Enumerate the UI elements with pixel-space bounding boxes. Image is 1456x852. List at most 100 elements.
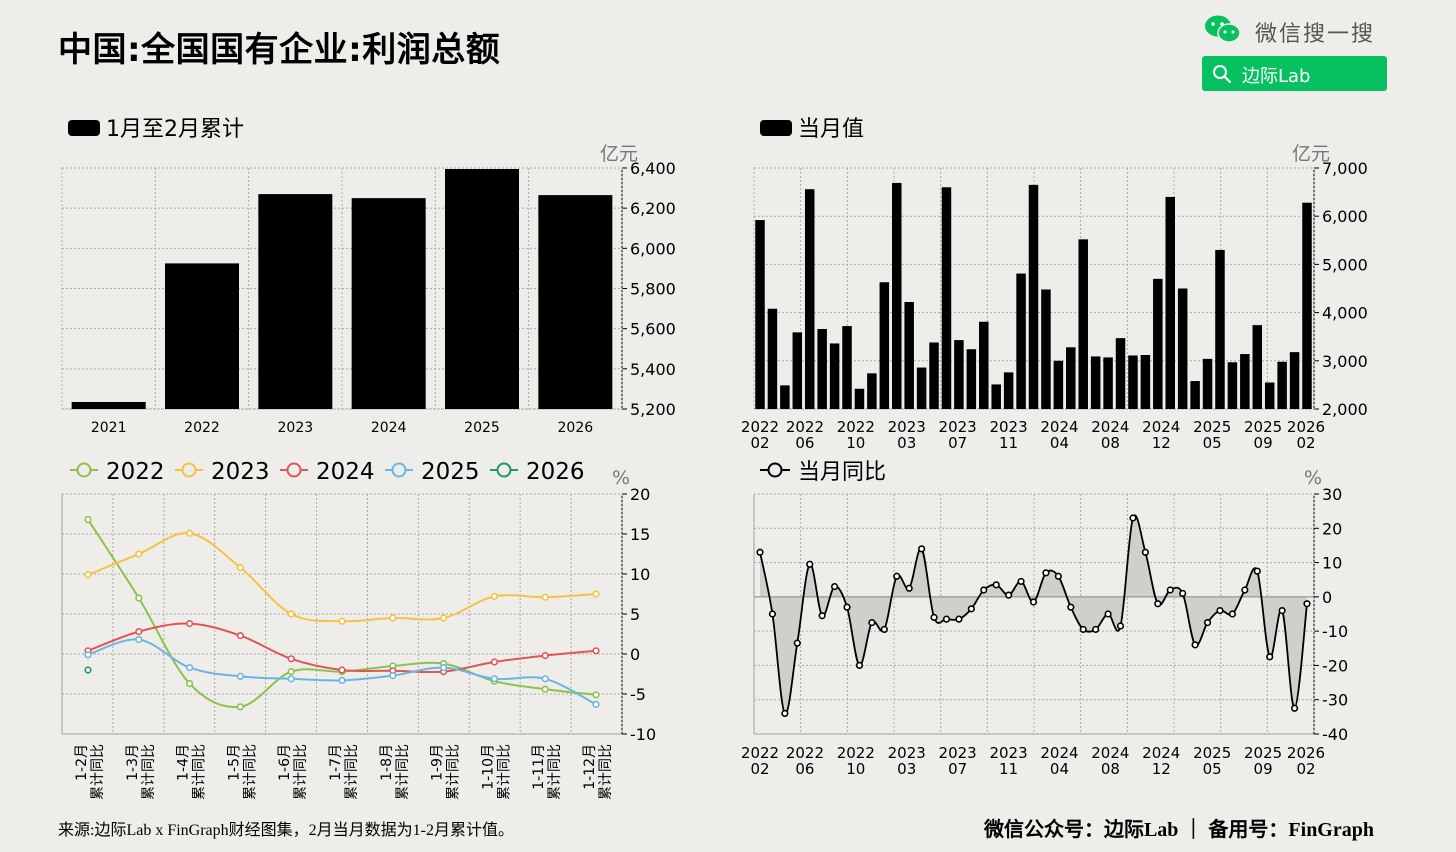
x-tick-label: 02 (750, 760, 769, 778)
y-tick-label: 20 (630, 485, 650, 504)
chart2-legend: 当月值 (760, 117, 864, 142)
legend-label: 当月值 (798, 117, 864, 142)
x-tick-label: 03 (897, 760, 916, 778)
data-point (541, 651, 549, 660)
bar (767, 308, 778, 409)
y-tick-label: -20 (1322, 656, 1348, 675)
legend-swatch (760, 120, 792, 136)
search-button[interactable]: 边际Lab (1202, 56, 1387, 91)
bar (1264, 382, 1275, 409)
wechat-search-label: 微信搜一搜 (1255, 22, 1376, 47)
x-tick-label: 1-12月 (582, 744, 598, 790)
data-point (1191, 641, 1199, 649)
x-tick-label: 09 (1254, 760, 1273, 778)
x-tick-label: 07 (948, 434, 967, 452)
x-tick-label: 2026 (1287, 744, 1325, 762)
x-tick-label: 2022 (786, 744, 824, 762)
data-point (135, 550, 143, 558)
area-fill (760, 515, 1307, 714)
data-point (287, 655, 295, 663)
y-tick-label: 5,600 (630, 320, 676, 339)
data-point (186, 663, 194, 672)
bar (842, 326, 852, 409)
x-tick-label: 2023 (939, 418, 977, 436)
x-tick-label: 10 (846, 434, 865, 452)
legend-marker (496, 462, 512, 478)
x-tick-label: 2024 (1091, 418, 1129, 436)
bar (1302, 202, 1312, 409)
data-point (1166, 586, 1174, 594)
y-tick-label: -10 (1322, 622, 1348, 641)
y-tick-label: 6,200 (630, 199, 676, 218)
data-point (389, 671, 397, 680)
bar (1289, 352, 1300, 409)
x-tick-label-group: 1-11月 累计同比 (531, 744, 563, 800)
x-tick-label: 2025 (1244, 418, 1282, 436)
data-point (490, 675, 499, 683)
x-tick-label: 2022 (786, 418, 824, 436)
bar (892, 182, 902, 409)
x-tick-label: 累计同比 (395, 744, 411, 800)
bar (780, 385, 790, 409)
legend-marker (391, 462, 407, 478)
chart1-unit-label: 亿元 (600, 143, 638, 165)
data-point (930, 613, 938, 622)
y-tick-label: 7,000 (1322, 159, 1368, 178)
wechat-icon (1205, 15, 1241, 43)
bar (829, 343, 840, 409)
x-tick-label: 累计同比 (598, 744, 614, 800)
data-point (84, 571, 92, 579)
bar (904, 301, 914, 409)
x-tick-label: 1-2月 (74, 744, 90, 781)
bar (258, 194, 333, 409)
bar (941, 187, 952, 409)
y-tick-label: 20 (1322, 519, 1342, 538)
data-point (236, 672, 244, 681)
data-point (980, 586, 988, 594)
data-point (236, 563, 244, 572)
data-point (135, 594, 143, 602)
data-point (1203, 618, 1212, 627)
bar (1078, 239, 1088, 409)
data-point (830, 582, 839, 591)
data-point (1278, 606, 1286, 615)
x-tick-label: 累计同比 (293, 744, 309, 800)
legend-swatch (68, 120, 100, 136)
data-point (1079, 625, 1087, 634)
x-tick-label: 2023 (989, 418, 1027, 436)
data-point (186, 529, 194, 537)
credit-note: 微信公众号：边际Lab ｜ 备用号：FinGraph (983, 819, 1374, 841)
data-point (1029, 598, 1038, 606)
x-tick-label: 11 (999, 760, 1018, 778)
x-tick-label: 2022 (741, 418, 779, 436)
x-tick-label: 2024 (1091, 744, 1129, 762)
y-tick-label: 2,000 (1322, 400, 1368, 419)
bar (929, 342, 939, 409)
bar (1128, 355, 1138, 409)
bar (1115, 338, 1126, 409)
y-tick-label: 10 (1322, 554, 1342, 573)
bar (165, 263, 239, 409)
data-point (592, 647, 600, 655)
data-point (1129, 514, 1137, 522)
x-tick-label: 08 (1101, 434, 1120, 452)
bar (71, 401, 146, 409)
x-tick-label-group: 1-6月 累计同比 (277, 744, 309, 800)
x-tick-label: 1-10月 (480, 744, 496, 790)
chart1-legend: 1月至2月累计 (68, 117, 244, 142)
legend-item: 2026 (490, 459, 585, 485)
x-tick-label-group: 1-3月 累计同比 (125, 744, 157, 800)
bar (792, 332, 803, 409)
x-tick-label: 累计同比 (242, 744, 258, 800)
y-tick-label: 4,000 (1322, 304, 1368, 323)
x-tick-label: 04 (1050, 760, 1069, 778)
x-tick-label: 2025 (464, 420, 500, 436)
bar (1240, 354, 1250, 409)
legend-marker (181, 462, 197, 478)
x-tick-label: 2026 (1287, 418, 1325, 436)
data-point (135, 627, 143, 636)
data-point (967, 605, 975, 613)
bar (966, 349, 977, 409)
y-tick-label: 5,000 (1322, 255, 1368, 274)
data-point (592, 590, 600, 598)
